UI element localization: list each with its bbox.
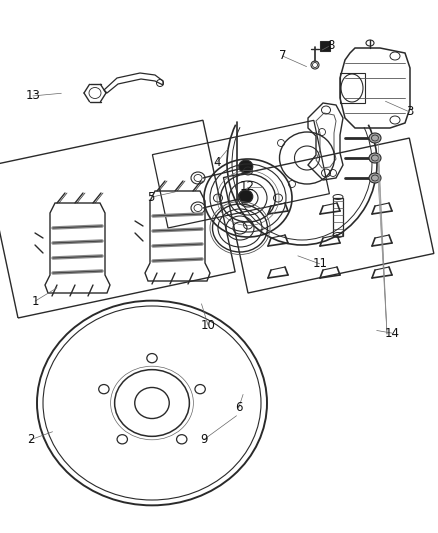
Bar (340, 73, 365, 103)
Ellipse shape (369, 153, 381, 163)
Text: 5: 5 (148, 191, 155, 204)
Text: 9: 9 (200, 433, 208, 446)
Ellipse shape (239, 190, 253, 203)
Ellipse shape (369, 133, 381, 143)
Bar (320, 41, 330, 51)
Text: 2: 2 (27, 433, 35, 446)
Text: 4: 4 (213, 156, 221, 169)
Text: 1: 1 (31, 295, 39, 308)
Ellipse shape (239, 160, 253, 173)
Bar (223, 138, 434, 293)
Bar (152, 120, 329, 228)
Text: 11: 11 (312, 257, 327, 270)
Text: 6: 6 (235, 401, 243, 414)
Text: 3: 3 (406, 106, 413, 118)
Text: 14: 14 (385, 327, 399, 340)
Text: 8: 8 (327, 39, 334, 52)
Text: 10: 10 (201, 319, 215, 332)
Text: 13: 13 (25, 90, 40, 102)
Text: 12: 12 (240, 180, 255, 193)
Text: 7: 7 (279, 50, 286, 62)
Bar (0, 120, 235, 318)
Ellipse shape (369, 173, 381, 183)
Bar (333, 198, 343, 236)
